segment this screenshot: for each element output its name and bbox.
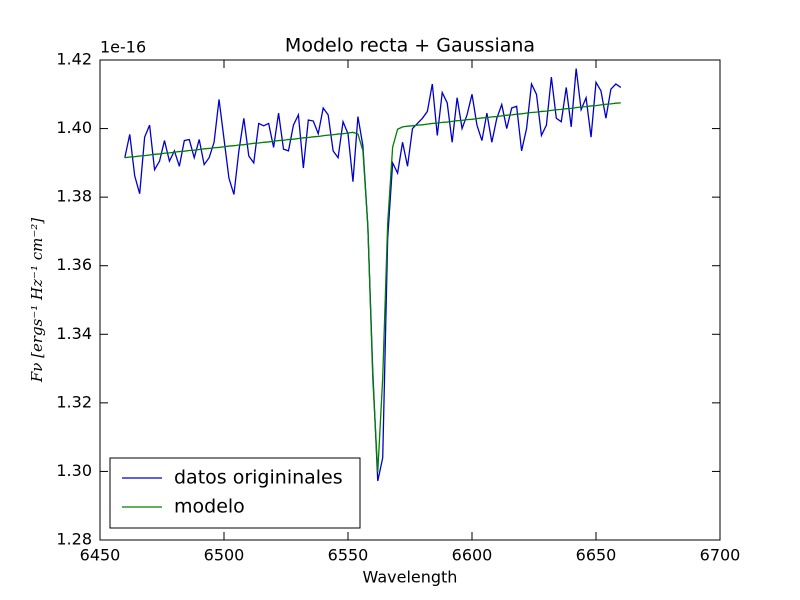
x-axis-label: Wavelength: [363, 568, 458, 587]
y-tick-label: 1.36: [56, 255, 92, 274]
x-tick-label: 6450: [80, 546, 121, 565]
y-offset-label: 1e-16: [100, 38, 146, 57]
series-line: [124, 102, 621, 473]
legend-box: [109, 457, 361, 529]
legend-label: modelo: [174, 496, 245, 518]
y-tick-label: 1.28: [56, 530, 92, 549]
y-axis-label: Fν [ergs⁻¹ Hz⁻¹ cm⁻²]: [28, 218, 46, 383]
y-tick-label: 1.32: [56, 392, 92, 411]
x-tick-label: 6550: [328, 546, 369, 565]
x-tick-label: 6650: [576, 546, 617, 565]
y-tick-label: 1.40: [56, 118, 92, 137]
plot-frame: [99, 59, 721, 541]
chart-title: Modelo recta + Gaussiana: [285, 35, 535, 57]
legend-label: datos origininales: [174, 467, 343, 489]
x-tick-label: 6500: [204, 546, 245, 565]
y-tick-label: 1.42: [56, 50, 92, 69]
x-tick-label: 6600: [452, 546, 493, 565]
y-tick-label: 1.38: [56, 187, 92, 206]
y-tick-label: 1.30: [56, 461, 92, 480]
x-tick-label: 6700: [700, 546, 741, 565]
y-tick-label: 1.34: [56, 324, 92, 343]
